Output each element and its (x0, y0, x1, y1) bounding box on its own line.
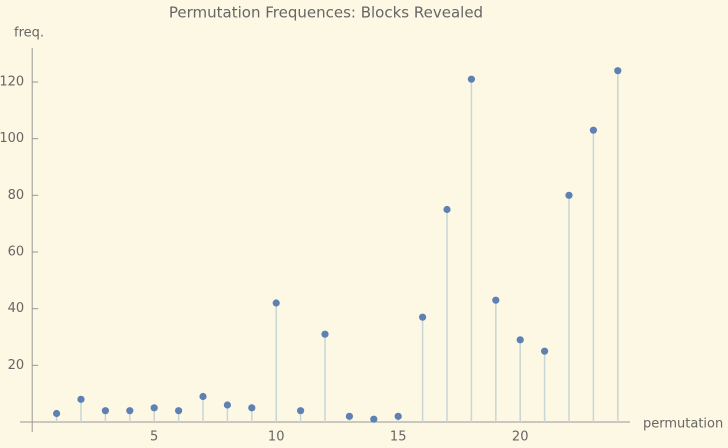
point (492, 296, 500, 304)
x-tick-label: 10 (268, 430, 285, 445)
x-tick-label: 20 (512, 430, 529, 445)
point (467, 75, 475, 83)
point (101, 407, 109, 415)
point (150, 404, 158, 412)
point (516, 336, 524, 344)
y-tick-label: 80 (8, 188, 25, 203)
y-tick-label: 40 (8, 301, 25, 316)
point (541, 347, 549, 355)
point (53, 409, 61, 418)
point (419, 313, 427, 321)
y-tick-label: 100 (0, 131, 24, 146)
x-tick-label: 5 (150, 430, 158, 445)
point (565, 191, 573, 199)
x-axis-label: permutation (643, 417, 723, 432)
point (223, 401, 231, 409)
point (126, 407, 134, 415)
point (77, 395, 85, 403)
chart-title: Permutation Frequences: Blocks Revealed (169, 4, 483, 22)
y-tick-label: 60 (8, 245, 25, 260)
y-tick-label: 20 (8, 358, 25, 373)
point (345, 412, 353, 420)
point (614, 67, 622, 75)
point (443, 205, 451, 214)
y-axis-label: freq. (14, 26, 44, 41)
y-tick-label: 120 (0, 75, 24, 90)
point (248, 404, 256, 412)
point (394, 412, 402, 420)
point (321, 330, 329, 338)
point (272, 299, 280, 307)
point (589, 126, 598, 134)
point (199, 392, 207, 401)
x-tick-label: 15 (390, 430, 407, 445)
point (297, 407, 305, 415)
point (175, 407, 183, 415)
point (370, 415, 378, 423)
